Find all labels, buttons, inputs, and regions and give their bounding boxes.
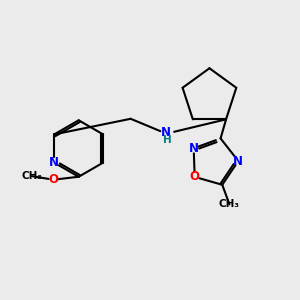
- Text: N: N: [233, 154, 243, 167]
- Text: N: N: [49, 156, 59, 169]
- Text: N: N: [189, 142, 199, 155]
- Text: CH₃: CH₃: [219, 199, 240, 209]
- Text: CH₃: CH₃: [22, 171, 43, 181]
- Text: N: N: [161, 126, 171, 139]
- Text: H: H: [163, 135, 172, 145]
- Text: O: O: [48, 173, 59, 186]
- Text: O: O: [190, 170, 200, 183]
